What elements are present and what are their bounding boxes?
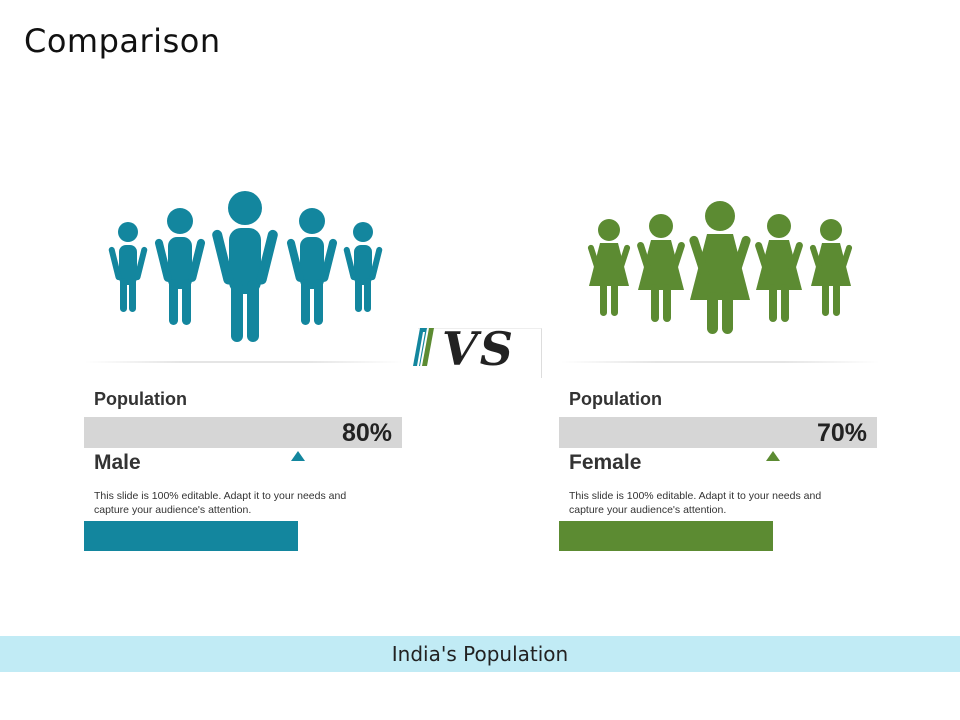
footer-text: India's Population xyxy=(391,642,569,666)
male-divider xyxy=(84,361,404,363)
male-percent-value: 80% xyxy=(341,419,392,447)
female-pointer-icon xyxy=(766,451,780,461)
vs-label: VS xyxy=(442,322,515,376)
female-label: Female xyxy=(569,451,642,474)
footer-banner: India's Population xyxy=(0,636,960,672)
page-title: Comparison xyxy=(24,22,221,60)
vs-badge: VS xyxy=(410,322,542,378)
male-color-bar xyxy=(84,521,298,551)
female-percent-bar: 70% xyxy=(559,417,877,448)
male-percent-bar: 80% xyxy=(84,417,402,448)
male-population-label: Population xyxy=(94,389,187,409)
female-description: This slide is 100% editable. Adapt it to… xyxy=(569,490,822,516)
female-divider xyxy=(560,361,880,363)
male-description: This slide is 100% editable. Adapt it to… xyxy=(94,490,347,516)
male-label: Male xyxy=(94,451,141,474)
female-group-icon xyxy=(578,198,868,348)
vs-frame xyxy=(418,328,542,378)
female-percent-value: 70% xyxy=(816,419,867,447)
female-color-bar xyxy=(559,521,773,551)
female-population-label: Population xyxy=(569,389,662,409)
male-group-icon xyxy=(100,188,400,348)
vs-stripes-icon xyxy=(413,328,434,366)
male-pointer-icon xyxy=(291,451,305,461)
